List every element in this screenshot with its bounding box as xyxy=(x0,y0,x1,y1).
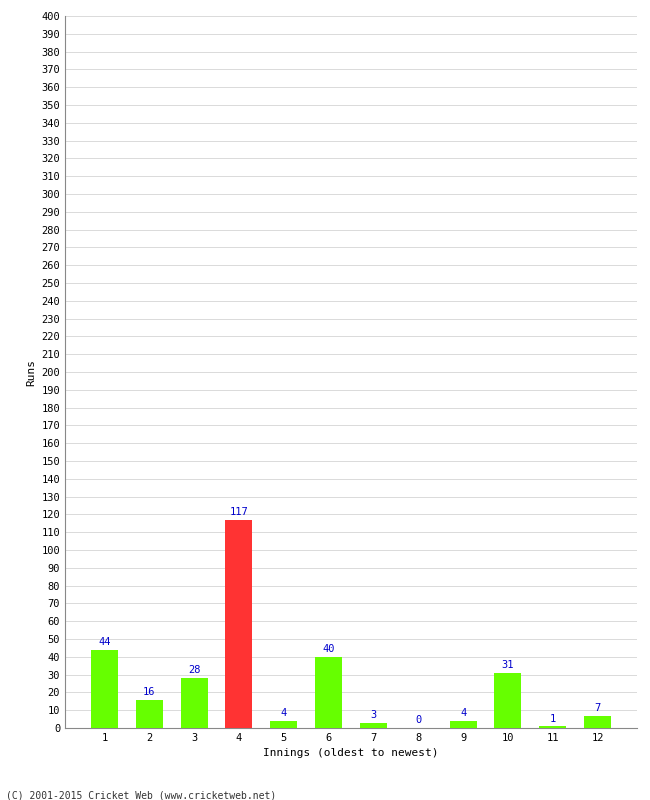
Bar xyxy=(226,520,252,728)
Text: 3: 3 xyxy=(370,710,376,720)
Text: 0: 0 xyxy=(415,715,421,726)
Text: 4: 4 xyxy=(460,708,466,718)
Text: 28: 28 xyxy=(188,666,200,675)
Text: 117: 117 xyxy=(229,507,248,517)
Bar xyxy=(315,657,342,728)
X-axis label: Innings (oldest to newest): Innings (oldest to newest) xyxy=(263,749,439,758)
Bar xyxy=(584,715,611,728)
Y-axis label: Runs: Runs xyxy=(26,358,36,386)
Text: 16: 16 xyxy=(143,687,155,697)
Bar xyxy=(540,726,566,728)
Bar xyxy=(181,678,207,728)
Text: (C) 2001-2015 Cricket Web (www.cricketweb.net): (C) 2001-2015 Cricket Web (www.cricketwe… xyxy=(6,790,277,800)
Text: 4: 4 xyxy=(281,708,287,718)
Text: 40: 40 xyxy=(322,644,335,654)
Bar xyxy=(360,722,387,728)
Text: 7: 7 xyxy=(595,703,601,713)
Text: 44: 44 xyxy=(98,637,110,647)
Bar xyxy=(450,721,476,728)
Bar xyxy=(495,673,521,728)
Text: 1: 1 xyxy=(550,714,556,723)
Text: 31: 31 xyxy=(502,660,514,670)
Bar xyxy=(91,650,118,728)
Bar xyxy=(270,721,297,728)
Bar xyxy=(136,699,162,728)
